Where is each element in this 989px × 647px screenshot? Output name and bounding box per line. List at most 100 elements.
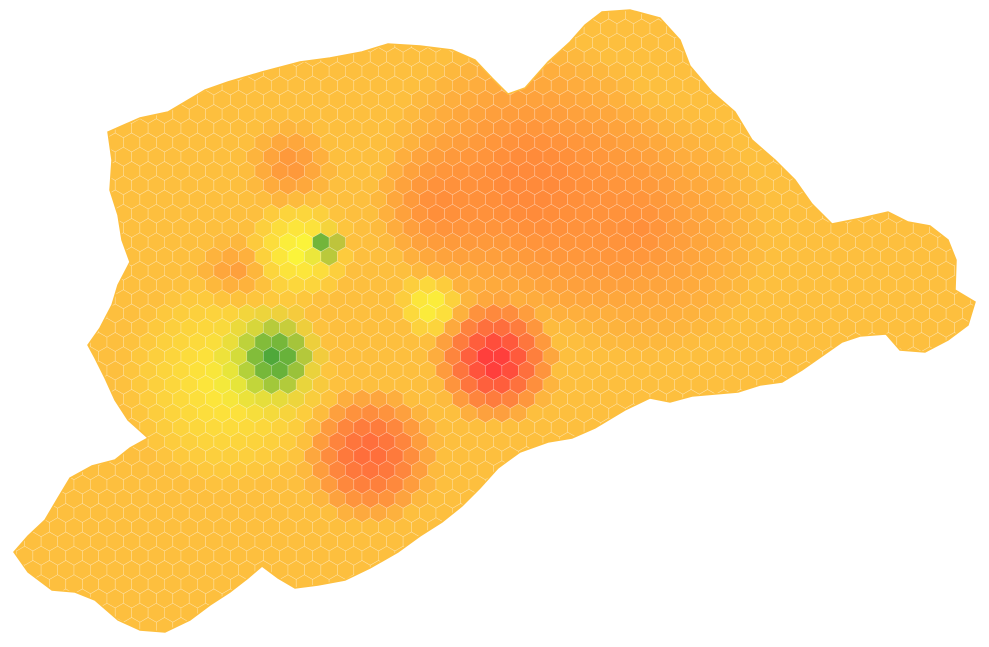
hex-cell bbox=[608, 488, 626, 509]
hex-cell bbox=[601, 0, 617, 10]
hex-cell bbox=[912, 161, 931, 181]
hex-cell bbox=[740, 32, 758, 53]
hex-cell bbox=[90, 132, 108, 153]
hex-cell bbox=[979, 19, 989, 38]
hex-cell bbox=[387, 0, 403, 10]
hex-cell bbox=[616, 446, 634, 466]
hex-cell bbox=[666, 0, 683, 10]
hex-cell bbox=[979, 304, 989, 323]
hex-cell bbox=[822, 460, 840, 481]
hex-cell bbox=[567, 588, 585, 609]
hex-cell bbox=[921, 517, 939, 538]
hex-cell bbox=[921, 10, 939, 25]
hex-cell bbox=[73, 332, 91, 352]
hex-cell bbox=[14, 574, 17, 595]
hex-cell bbox=[657, 631, 675, 632]
hex-cell bbox=[699, 0, 716, 10]
hex-cell bbox=[205, 617, 223, 632]
hex-cell bbox=[929, 503, 947, 523]
hex-cell bbox=[90, 161, 108, 181]
hex-cell bbox=[707, 545, 725, 566]
hex-cell bbox=[748, 474, 766, 495]
hex-cell bbox=[954, 431, 972, 452]
hex-cell bbox=[403, 0, 420, 10]
hex-cell bbox=[674, 517, 692, 538]
hex-cell bbox=[904, 488, 922, 509]
hex-cell bbox=[16, 89, 34, 110]
hex-cell bbox=[773, 403, 791, 424]
hex-cell bbox=[583, 617, 601, 632]
hex-cell bbox=[748, 560, 766, 580]
hex-cell bbox=[32, 89, 50, 110]
hex-cell bbox=[715, 560, 733, 580]
hex-cell bbox=[797, 389, 815, 409]
hex-cell bbox=[682, 474, 700, 495]
hex-cell bbox=[838, 32, 856, 53]
hex-cell bbox=[73, 218, 91, 238]
hex-cell bbox=[805, 403, 824, 424]
hex-cell bbox=[592, 545, 610, 566]
hex-cell bbox=[937, 89, 955, 110]
hex-cell bbox=[698, 446, 717, 466]
hex-cell bbox=[979, 589, 989, 608]
hex-cell bbox=[476, 574, 494, 595]
hex-cell bbox=[98, 203, 116, 224]
hex-cell bbox=[32, 403, 50, 424]
hex-cell bbox=[435, 560, 453, 580]
hex-cell bbox=[723, 517, 741, 538]
hex-cell bbox=[921, 146, 939, 167]
hex-cell bbox=[929, 18, 947, 39]
hex-cell bbox=[550, 588, 569, 609]
hex-cell bbox=[682, 560, 700, 580]
hex-cell bbox=[822, 631, 840, 632]
hex-cell bbox=[65, 232, 83, 253]
hex-cell bbox=[25, 0, 41, 10]
hex-cell bbox=[32, 32, 50, 53]
hex-cell bbox=[855, 89, 873, 110]
hex-cell bbox=[937, 574, 955, 595]
hex-cell bbox=[979, 504, 989, 523]
hex-cell bbox=[863, 47, 881, 67]
hex-cell bbox=[797, 18, 815, 39]
hex-cell bbox=[756, 89, 774, 110]
hex-cell bbox=[904, 175, 922, 196]
hex-cell bbox=[509, 631, 527, 632]
hex-cell bbox=[912, 389, 931, 409]
hex-cell bbox=[501, 18, 519, 39]
hex-cell bbox=[65, 146, 83, 167]
hex-cell bbox=[929, 47, 947, 67]
hex-cell bbox=[855, 32, 873, 53]
hex-cell bbox=[954, 460, 972, 481]
hex-cell bbox=[550, 18, 569, 39]
hex-cell bbox=[106, 417, 124, 438]
hex-cell bbox=[0, 276, 8, 295]
hex-cell bbox=[690, 32, 708, 53]
hex-cell bbox=[73, 303, 91, 324]
hex-cell bbox=[411, 10, 429, 25]
hex-cell bbox=[40, 303, 58, 324]
hex-cell bbox=[123, 75, 141, 96]
hex-cell bbox=[896, 531, 914, 552]
hex-cell bbox=[764, 104, 782, 124]
hex-cell bbox=[73, 246, 91, 267]
hex-cell bbox=[517, 617, 536, 632]
hex-cell bbox=[361, 602, 379, 623]
hex-cell bbox=[98, 260, 116, 281]
hex-cell bbox=[73, 161, 91, 181]
hex-cell bbox=[559, 488, 577, 509]
hex-cell bbox=[822, 517, 840, 538]
hex-cell bbox=[394, 574, 412, 595]
hex-cell bbox=[0, 76, 8, 95]
hex-cell bbox=[683, 0, 699, 10]
hex-cell bbox=[82, 431, 99, 452]
hex-cell bbox=[542, 631, 560, 632]
hex-cell bbox=[748, 588, 766, 609]
hex-cell bbox=[756, 488, 774, 509]
hex-cell bbox=[575, 602, 593, 623]
hex-cell bbox=[14, 503, 26, 523]
hex-cell bbox=[707, 574, 725, 595]
hex-cell bbox=[476, 32, 494, 53]
hex-cell bbox=[57, 303, 75, 324]
hex-cell bbox=[749, 0, 765, 10]
